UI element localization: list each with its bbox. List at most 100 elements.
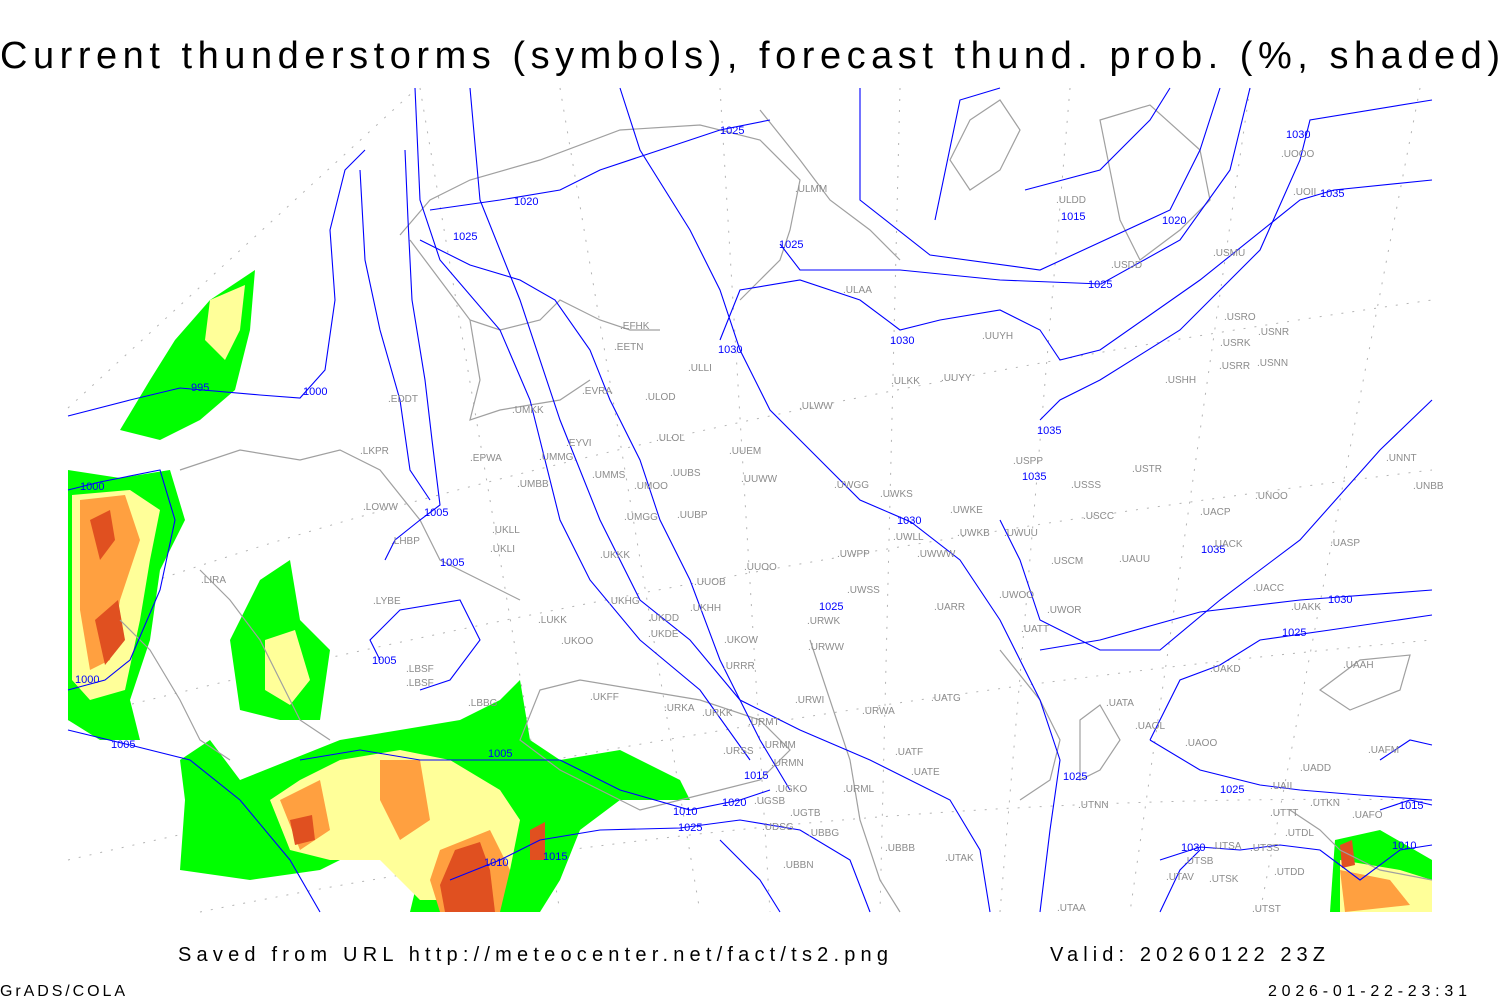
station-label: .UTAA	[1057, 903, 1086, 914]
station-label: .UUBS	[670, 468, 701, 479]
station-label: .USTR	[1132, 464, 1162, 475]
station-label: .USHH	[1165, 375, 1196, 386]
isobar-labels: 1025 1020 1025 1025 1015 1020 1025 1030 1035 1030…	[75, 125, 1423, 869]
isobar-label: 1030	[890, 335, 914, 347]
station-label: .UWPP	[837, 549, 870, 560]
station-label: .UTNN	[1078, 800, 1109, 811]
station-label: .ULOD	[645, 392, 676, 403]
station-label: .UWSS	[847, 585, 880, 596]
station-label: .UKOW	[724, 635, 758, 646]
station-label: .UTSS	[1250, 843, 1280, 854]
station-label: .USMU	[1213, 248, 1245, 259]
station-label: .USCC	[1083, 511, 1114, 522]
station-label: .UAKK	[1291, 602, 1321, 613]
station-label: .UKDD	[648, 613, 679, 624]
station-label: .UATF	[895, 747, 923, 758]
station-label: .UACK	[1212, 539, 1243, 550]
isobar-label: 1025	[1063, 771, 1087, 783]
station-label: .UKHG	[608, 596, 640, 607]
thunderstorm-probability-shading	[68, 270, 1432, 912]
coastlines	[119, 99, 1433, 913]
station-label: .LKPR	[360, 446, 389, 457]
isobar-label: 1015	[744, 770, 768, 782]
isobar-label: 1005	[424, 507, 448, 519]
station-label: .URRR	[723, 661, 755, 672]
station-label: .ULKK	[891, 376, 920, 387]
station-label: .URWW	[808, 642, 844, 653]
station-label: .EYVI	[566, 438, 592, 449]
station-label: .URML	[843, 784, 875, 795]
station-label: .UWOR	[1047, 605, 1081, 616]
render-timestamp: 2026-01-22-23:31	[1268, 983, 1467, 1000]
station-label: .URMT	[748, 717, 780, 728]
station-label: .UBBN	[783, 860, 814, 871]
station-label: .UWWW	[917, 549, 956, 560]
isobar-label: 1020	[1162, 215, 1186, 227]
station-label: .UKLL	[492, 525, 520, 536]
station-label: .UTST	[1252, 904, 1281, 915]
isobar-label: 1005	[488, 748, 512, 760]
station-label: .UACP	[1200, 507, 1231, 518]
isobar-label: 1020	[514, 196, 538, 208]
station-label: .UTAV	[1166, 872, 1194, 883]
station-label: .UAII	[1270, 781, 1292, 792]
station-label: .UTSA	[1212, 841, 1242, 852]
station-label: .UUYY	[941, 373, 972, 384]
station-label: .UMMG	[539, 452, 574, 463]
isobars	[67, 87, 1433, 913]
station-label: .URWK	[807, 616, 840, 627]
isobar-label: 1010	[673, 806, 697, 818]
station-label: .EFHK	[620, 321, 650, 332]
station-label: .LBSF	[406, 664, 434, 675]
isobar-label: 1005	[111, 739, 135, 751]
station-label: .LOWW	[363, 502, 399, 513]
station-label: .UWKS	[880, 489, 913, 500]
station-label: .UMGG	[624, 512, 658, 523]
station-label: .UGTB	[790, 808, 821, 819]
station-label: .UKOO	[561, 636, 593, 647]
station-label: .ULWW	[799, 401, 833, 412]
isobar-label: 1030	[897, 515, 921, 527]
station-label: .UTKN	[1310, 798, 1340, 809]
station-label: .UTTT	[1270, 808, 1298, 819]
station-label: .EVRA	[582, 386, 612, 397]
station-label: .UTSK	[1209, 874, 1239, 885]
station-label: .ULLI	[688, 363, 712, 374]
isobar-label: 1025	[779, 239, 803, 251]
station-label: .URKK	[702, 708, 733, 719]
isobar-label: 1010	[1392, 840, 1416, 852]
station-label: .UNOO	[1255, 491, 1288, 502]
station-label: .UWOO	[999, 590, 1034, 601]
station-label: .UMMS	[592, 470, 626, 481]
station-label: .USNR	[1258, 327, 1289, 338]
station-label: .UMKK	[512, 405, 544, 416]
isobar-label: 1025	[453, 231, 477, 243]
isobar-label: 1000	[80, 481, 104, 493]
station-label: .UUYH	[982, 331, 1013, 342]
map-title: Current thunderstorms (symbols), forecas…	[0, 35, 1500, 77]
software-credit: GrADS/COLA	[0, 983, 125, 1000]
station-label: .UWKB	[957, 528, 990, 539]
station-label: .UDSG	[762, 822, 794, 833]
station-label: .UUBP	[677, 510, 708, 521]
isobar-label: 1025	[1282, 627, 1306, 639]
station-label: .URMN	[771, 758, 804, 769]
station-label: .LHBP	[391, 536, 420, 547]
station-label: .UKDE	[648, 629, 679, 640]
station-label: .ULMM	[795, 184, 827, 195]
station-label: .UOOO	[1281, 149, 1315, 160]
station-label: .USRK	[1220, 338, 1251, 349]
station-label: .UARR	[934, 602, 965, 613]
station-label: .LBBG	[468, 698, 498, 709]
station-label: .UTDL	[1285, 828, 1314, 839]
station-label: .UATE	[911, 767, 940, 778]
station-label: .ULOL	[656, 433, 685, 444]
station-label: .UKFF	[590, 692, 619, 703]
station-label: .UUWW	[741, 474, 778, 485]
station-label: .UTSB	[1184, 856, 1214, 867]
isobar-label: 1015	[543, 851, 567, 863]
station-label: .UNBB	[1413, 481, 1444, 492]
station-label: .LIRA	[201, 575, 226, 586]
station-label: .UAFO	[1352, 810, 1383, 821]
